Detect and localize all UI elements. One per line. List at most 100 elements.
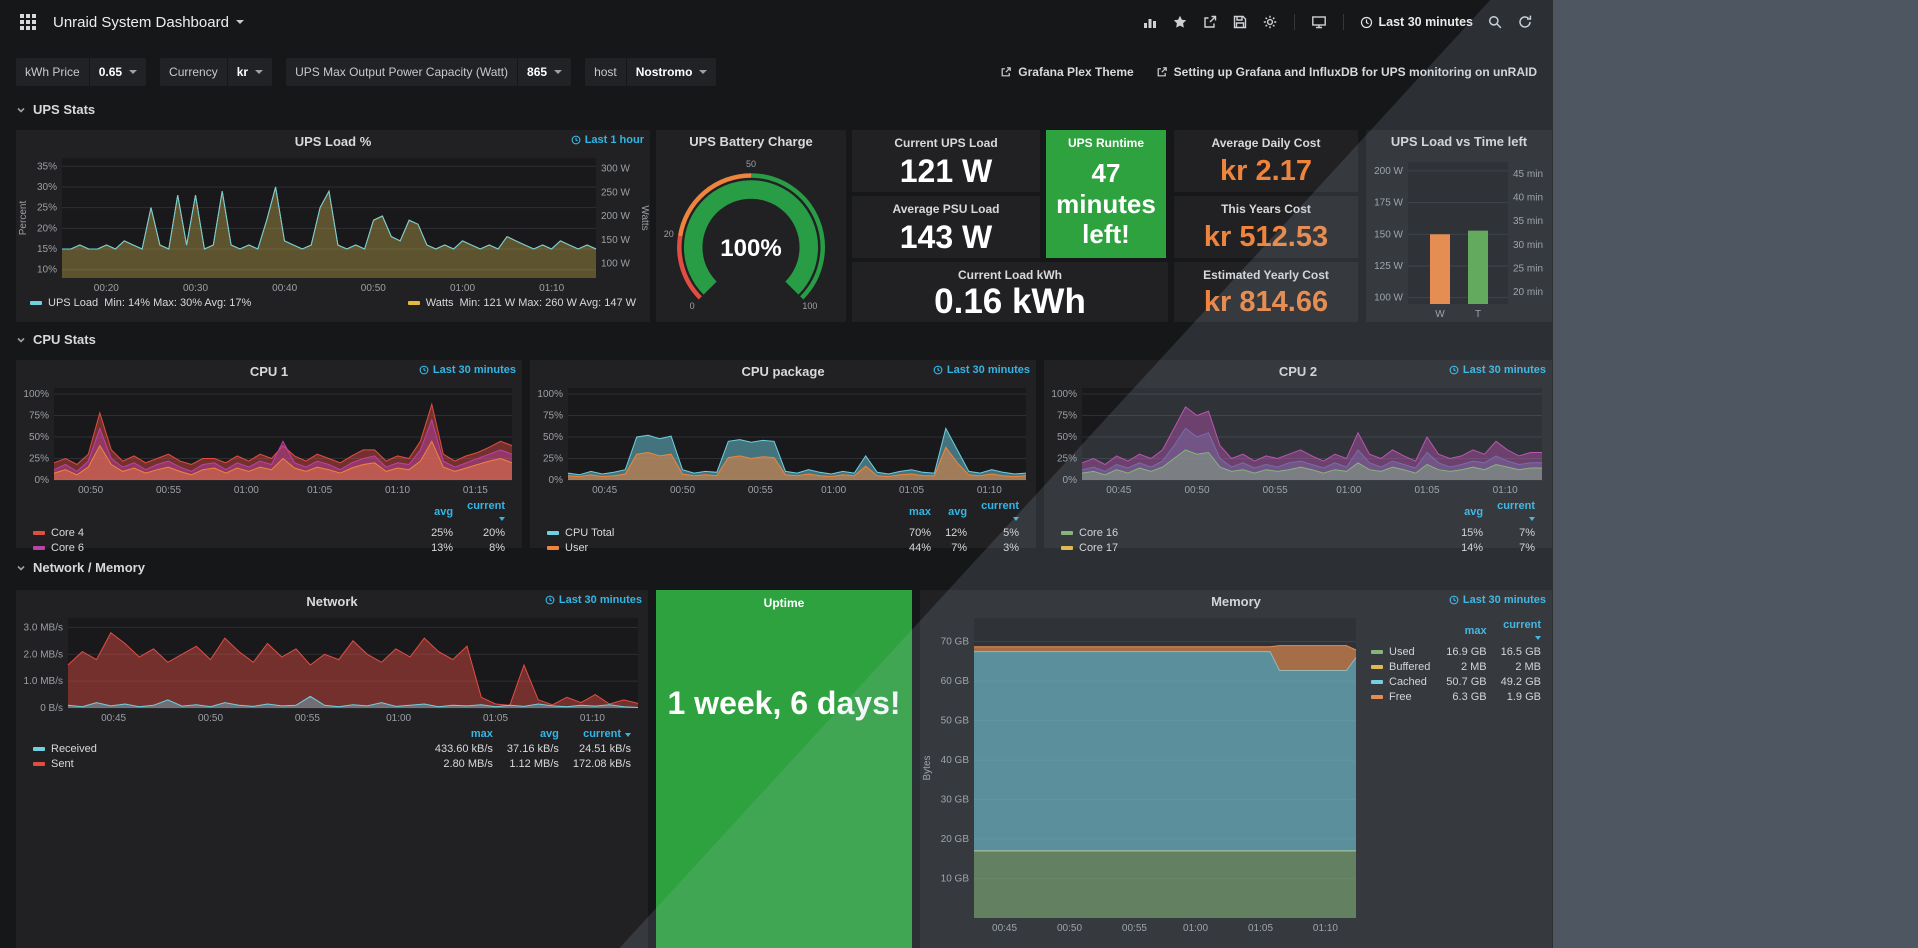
stat-title[interactable]: UPS Runtime: [1067, 136, 1144, 150]
legend-entry[interactable]: Watts Min: 121 W Max: 260 W Avg: 147 W: [407, 297, 636, 309]
legend-row[interactable]: Sent 2.80 MB/s 1.12 MB/s 172.08 kB/s: [26, 756, 638, 771]
legend-column-header[interactable]: max: [470, 728, 493, 740]
add-panel-button[interactable]: [1136, 10, 1164, 34]
legend-series-name[interactable]: Received: [51, 742, 97, 755]
refresh-button[interactable]: [1511, 10, 1539, 34]
legend-row[interactable]: Core 6 13% 8%: [26, 540, 512, 555]
svg-text:10%: 10%: [37, 265, 57, 276]
legend-column-header[interactable]: avg: [1464, 506, 1484, 518]
settings-button[interactable]: [1256, 10, 1284, 34]
variable-ups-max-output[interactable]: UPS Max Output Power Capacity (Watt) 865: [286, 58, 572, 86]
legend-column-header[interactable]: avg: [539, 728, 559, 740]
panel-title[interactable]: CPU 1: [249, 363, 289, 379]
legend-series-name[interactable]: Core 6: [51, 541, 85, 554]
legend-series-name[interactable]: Cached: [1389, 675, 1427, 688]
panel-time-range[interactable]: Last 30 minutes: [1449, 364, 1546, 376]
legend-row[interactable]: CPU Total 70% 12% 5%: [540, 525, 1026, 540]
section-ups-stats[interactable]: UPS Stats: [16, 102, 95, 117]
cpu1-chart[interactable]: 0% 25% 50% 75% 100% 00:50 00:55 01:00 01:05 01:10…: [16, 382, 522, 496]
svg-text:15%: 15%: [37, 244, 57, 255]
legend-column-header[interactable]: current: [974, 499, 1026, 525]
legend-series-name[interactable]: Core 4: [51, 526, 85, 539]
legend-row[interactable]: User 44% 7% 3%: [540, 540, 1026, 555]
panel-title[interactable]: CPU 2: [1278, 363, 1318, 379]
legend-row[interactable]: Cached 50.7 GB 49.2 GB: [1364, 674, 1548, 689]
stat-title[interactable]: Current UPS Load: [894, 136, 998, 150]
legend-column-header[interactable]: current: [1494, 618, 1548, 644]
save-button[interactable]: [1226, 10, 1254, 34]
zoom-out-button[interactable]: [1481, 10, 1509, 34]
memory-chart[interactable]: 10 GB 20 GB 30 GB 40 GB 50 GB 60 GB 70 GB 00:45…: [920, 612, 1364, 934]
panel-time-range[interactable]: Last 30 minutes: [545, 594, 642, 606]
stat-title[interactable]: Average PSU Load: [892, 202, 1000, 216]
panel-title[interactable]: UPS Battery Charge: [689, 133, 813, 149]
legend-series-name[interactable]: CPU Total: [565, 526, 615, 539]
legend-series-name[interactable]: Core 17: [1079, 541, 1119, 554]
stat-title[interactable]: This Years Cost: [1221, 202, 1311, 216]
panel-title[interactable]: UPS Load %: [294, 133, 372, 149]
time-picker[interactable]: Last 30 minutes: [1354, 15, 1479, 29]
legend-series-name[interactable]: Free: [1389, 690, 1412, 703]
legend-column-header[interactable]: current: [566, 727, 638, 741]
panel-time-range[interactable]: Last 1 hour: [571, 134, 644, 146]
apps-grid-icon[interactable]: [14, 10, 42, 34]
network-chart[interactable]: 0 B/s 1.0 MB/s 2.0 MB/s 3.0 MB/s 00:45 00:50 0…: [16, 612, 648, 724]
link-grafana-plex-theme[interactable]: Grafana Plex Theme: [1000, 65, 1134, 79]
stat-title[interactable]: Average Daily Cost: [1211, 136, 1321, 150]
legend-series-name[interactable]: Buffered: [1389, 660, 1431, 673]
panel-time-range[interactable]: Last 30 minutes: [1449, 594, 1546, 606]
share-button[interactable]: [1196, 10, 1224, 34]
legend-row[interactable]: Core 4 25% 20%: [26, 525, 512, 540]
legend-column-header[interactable]: current: [460, 499, 512, 525]
legend-series-name[interactable]: User: [565, 541, 589, 554]
section-cpu-stats[interactable]: CPU Stats: [16, 332, 96, 347]
legend-series-name[interactable]: Watts: [425, 297, 454, 309]
stat-title[interactable]: Current Load kWh: [958, 268, 1062, 282]
variable-host[interactable]: host Nostromo: [585, 58, 717, 86]
legend-column-header[interactable]: max: [1464, 625, 1487, 637]
legend-entry[interactable]: UPS Load Min: 14% Max: 30% Avg: 17%: [30, 297, 251, 309]
panel-time-range[interactable]: Last 30 minutes: [419, 364, 516, 376]
legend-row[interactable]: Buffered 2 MB 2 MB: [1364, 659, 1548, 674]
legend-row[interactable]: Core 16 15% 7%: [1054, 525, 1542, 540]
panel-title[interactable]: Memory: [1211, 593, 1261, 609]
svg-text:0%: 0%: [1063, 475, 1078, 486]
legend-row[interactable]: Core 17 14% 7%: [1054, 540, 1542, 555]
panel-title[interactable]: Network: [306, 593, 358, 609]
chart-svg: 10 GB 20 GB 30 GB 40 GB 50 GB 60 GB 70 GB 00:45…: [922, 618, 1357, 934]
legend-series-name[interactable]: Core 16: [1079, 526, 1119, 539]
legend-row[interactable]: Received 433.60 kB/s 37.16 kB/s 24.51 kB/s: [26, 741, 638, 756]
svg-text:25%: 25%: [37, 203, 57, 214]
link-grafana-influxdb-guide[interactable]: Setting up Grafana and InfluxDB for UPS …: [1156, 65, 1537, 79]
ups-load-vs-time-chart[interactable]: 200 W 175 W 150 W 125 W 100 W 45 min 40 min 35 …: [1366, 152, 1552, 320]
stat-title[interactable]: Estimated Yearly Cost: [1203, 268, 1329, 282]
panel-time-range[interactable]: Last 30 minutes: [933, 364, 1030, 376]
divider: [1293, 14, 1295, 30]
tv-mode-button[interactable]: [1305, 10, 1333, 34]
stat-value: 121 W: [899, 152, 993, 189]
svg-text:00:50: 00:50: [1057, 923, 1082, 934]
legend-series-name[interactable]: UPS Load: [48, 297, 99, 309]
variable-label: host: [594, 65, 617, 79]
legend-row[interactable]: Free 6.3 GB 1.9 GB: [1364, 689, 1548, 704]
legend-column-header[interactable]: avg: [948, 506, 968, 518]
legend-column-header[interactable]: max: [909, 506, 932, 518]
battery-gauge[interactable]: 0 20 50 100 100%: [656, 152, 846, 327]
panel-title[interactable]: UPS Load vs Time left: [1390, 133, 1528, 149]
legend-column-header[interactable]: avg: [434, 506, 454, 518]
legend-series-name[interactable]: Used: [1389, 645, 1415, 658]
stat-title[interactable]: Uptime: [763, 596, 805, 610]
variable-currency[interactable]: Currency kr: [160, 58, 273, 86]
cpu2-chart[interactable]: 0% 25% 50% 75% 100% 00:45 00:50 00:55 01:00 01:05…: [1044, 382, 1552, 496]
legend-column-header[interactable]: current: [1490, 499, 1542, 525]
dashboard-title[interactable]: Unraid System Dashboard: [53, 13, 229, 31]
legend-row[interactable]: Used 16.9 GB 16.5 GB: [1364, 644, 1548, 659]
panel-title[interactable]: CPU package: [741, 363, 825, 379]
star-button[interactable]: [1166, 10, 1194, 34]
cpu-package-chart[interactable]: 0% 25% 50% 75% 100% 00:45 00:50 00:55 01:00 01:05…: [530, 382, 1036, 496]
legend-series-name[interactable]: Sent: [51, 757, 74, 770]
variable-kwh-price[interactable]: kWh Price 0.65: [16, 58, 147, 86]
section-network-memory[interactable]: Network / Memory: [16, 560, 145, 575]
ups-load-chart[interactable]: 10% 15% 20% 25% 30% 35% 100 W 150 W 200 W 250 W 30…: [16, 152, 650, 294]
chart-svg: 0 20 50 100 100%: [664, 159, 825, 311]
